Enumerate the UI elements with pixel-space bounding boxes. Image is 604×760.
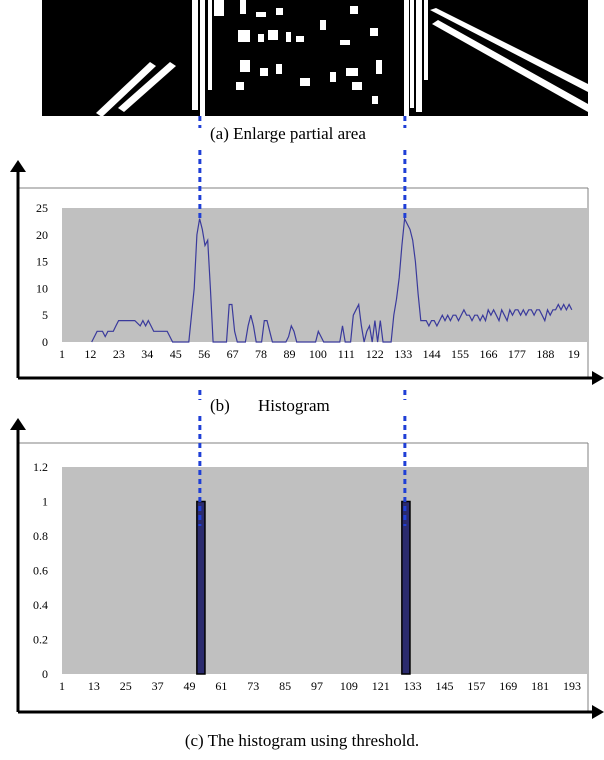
x-axis-arrow: [592, 705, 604, 719]
plot-area: [62, 208, 588, 342]
x-tick-label: 121: [372, 679, 390, 693]
y-tick-label: 0.8: [33, 529, 48, 543]
x-tick-label: 1: [59, 347, 65, 361]
x-tick-label: 157: [467, 679, 485, 693]
y-tick-label: 15: [36, 255, 48, 269]
x-tick-label: 109: [340, 679, 358, 693]
x-tick-label: 67: [227, 347, 239, 361]
caption-a-text: (a) Enlarge partial area: [210, 124, 366, 143]
y-axis-arrow: [10, 418, 26, 430]
plot-area: [62, 467, 588, 674]
caption-c: (c) The histogram using threshold.: [185, 731, 419, 750]
y-tick-label: 20: [36, 228, 48, 242]
x-axis-arrow: [592, 371, 604, 385]
threshold-bar: [196, 500, 206, 675]
y-tick-label: 0: [42, 335, 48, 349]
caption-a: (a) Enlarge partial area: [210, 124, 366, 143]
caption-b: (b) Histogram: [210, 396, 330, 415]
y-tick-label: 25: [36, 201, 48, 215]
x-tick-label: 34: [141, 347, 153, 361]
y-tick-label: 10: [36, 281, 48, 295]
y-tick-label: 0.4: [33, 598, 48, 612]
threshold-bar: [401, 500, 411, 675]
y-axis-arrow: [10, 160, 26, 172]
x-tick-label: 49: [184, 679, 196, 693]
x-tick-label: 155: [451, 347, 469, 361]
x-tick-label: 61: [215, 679, 227, 693]
x-tick-label: 97: [311, 679, 323, 693]
x-tick-label: 144: [423, 347, 441, 361]
y-tick-label: 1: [42, 495, 48, 509]
caption-b-title: Histogram: [258, 396, 330, 415]
x-tick-label: 73: [247, 679, 259, 693]
x-tick-label: 177: [508, 347, 526, 361]
y-tick-label: 0.2: [33, 633, 48, 647]
caption-b-prefix: (b): [210, 396, 230, 415]
x-tick-label: 25: [120, 679, 132, 693]
x-tick-label: 37: [152, 679, 164, 693]
x-tick-label: 166: [479, 347, 497, 361]
x-tick-label: 169: [499, 679, 517, 693]
x-tick-label: 19: [568, 347, 580, 361]
y-tick-label: 1.2: [33, 460, 48, 474]
x-tick-label: 145: [436, 679, 454, 693]
x-tick-label: 122: [366, 347, 384, 361]
y-tick-label: 0.6: [33, 564, 48, 578]
threshold-histogram-chart: 0 0.2 0.4 0.6 0.8 1 1.2 1 13 25 37 49 61 73 85 97 109 121…: [10, 418, 604, 719]
x-tick-label: 85: [279, 679, 291, 693]
x-tick-label: 100: [309, 347, 327, 361]
y-tick-label: 0: [42, 667, 48, 681]
x-tick-label: 12: [84, 347, 96, 361]
x-tick-label: 45: [170, 347, 182, 361]
x-tick-label: 1: [59, 679, 65, 693]
x-tick-label: 133: [394, 347, 412, 361]
y-tick-label: 5: [42, 308, 48, 322]
x-tick-label: 181: [531, 679, 549, 693]
x-tick-label: 13: [88, 679, 100, 693]
x-tick-label: 78: [255, 347, 267, 361]
enlarged-image: [42, 0, 588, 117]
x-tick-label: 188: [536, 347, 554, 361]
x-tick-label: 89: [283, 347, 295, 361]
x-tick-label: 133: [404, 679, 422, 693]
x-tick-label: 56: [198, 347, 210, 361]
guide-lines: [198, 116, 407, 526]
x-tick-label: 111: [338, 347, 355, 361]
caption-c-text: (c) The histogram using threshold.: [185, 731, 419, 750]
histogram-series-line: [91, 216, 573, 343]
histogram-chart: 0 5 10 15 20 25 1 12 23 34 45 56 67 78 89 100 111 122 133 1…: [10, 160, 604, 385]
x-tick-label: 193: [563, 679, 581, 693]
x-tick-label: 23: [113, 347, 125, 361]
